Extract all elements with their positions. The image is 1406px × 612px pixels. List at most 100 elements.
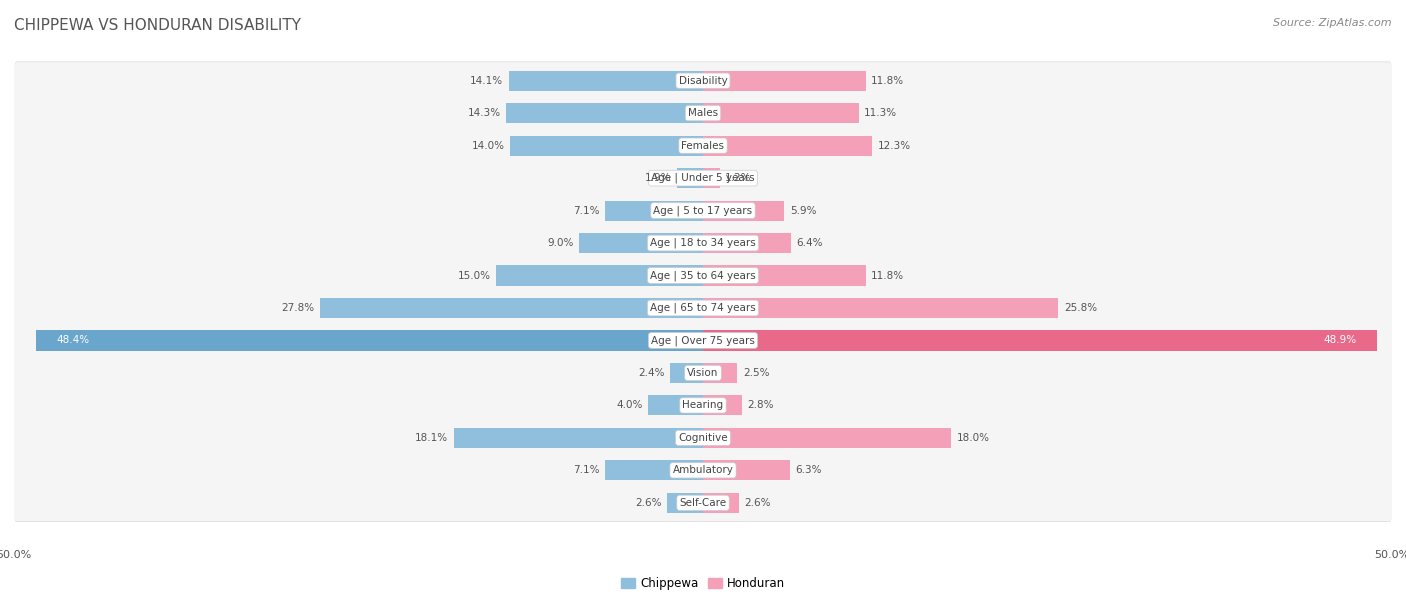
- Text: Hearing: Hearing: [682, 400, 724, 411]
- Bar: [454, 428, 703, 448]
- Bar: [37, 330, 703, 351]
- Bar: [703, 298, 1059, 318]
- Bar: [509, 70, 703, 91]
- Bar: [703, 103, 859, 123]
- Text: 2.5%: 2.5%: [742, 368, 769, 378]
- Text: Source: ZipAtlas.com: Source: ZipAtlas.com: [1274, 18, 1392, 28]
- FancyBboxPatch shape: [14, 62, 1392, 100]
- FancyBboxPatch shape: [14, 387, 1392, 424]
- Text: 5.9%: 5.9%: [790, 206, 817, 215]
- Text: 1.2%: 1.2%: [725, 173, 752, 183]
- FancyBboxPatch shape: [14, 62, 1392, 99]
- Text: 7.1%: 7.1%: [574, 465, 599, 476]
- Bar: [703, 233, 792, 253]
- FancyBboxPatch shape: [14, 483, 1392, 522]
- FancyBboxPatch shape: [14, 225, 1392, 261]
- FancyBboxPatch shape: [14, 452, 1392, 489]
- Text: 1.9%: 1.9%: [645, 173, 671, 183]
- FancyBboxPatch shape: [14, 159, 1392, 197]
- Bar: [703, 460, 790, 480]
- FancyBboxPatch shape: [14, 322, 1392, 359]
- Bar: [605, 201, 703, 221]
- FancyBboxPatch shape: [14, 192, 1392, 230]
- Text: Age | 5 to 17 years: Age | 5 to 17 years: [654, 206, 752, 216]
- Bar: [703, 395, 741, 416]
- Bar: [703, 266, 866, 286]
- FancyBboxPatch shape: [14, 224, 1392, 262]
- FancyBboxPatch shape: [14, 127, 1392, 165]
- FancyBboxPatch shape: [14, 354, 1392, 392]
- FancyBboxPatch shape: [14, 419, 1392, 457]
- Text: 14.1%: 14.1%: [470, 76, 503, 86]
- FancyBboxPatch shape: [14, 419, 1392, 457]
- Text: 7.1%: 7.1%: [574, 206, 599, 215]
- Bar: [321, 298, 703, 318]
- FancyBboxPatch shape: [14, 192, 1392, 229]
- Text: Females: Females: [682, 141, 724, 151]
- FancyBboxPatch shape: [14, 354, 1392, 392]
- FancyBboxPatch shape: [14, 256, 1392, 295]
- Text: 15.0%: 15.0%: [458, 271, 491, 280]
- Bar: [676, 168, 703, 188]
- FancyBboxPatch shape: [14, 289, 1392, 327]
- Text: 6.3%: 6.3%: [796, 465, 823, 476]
- Bar: [703, 168, 720, 188]
- Text: Age | 65 to 74 years: Age | 65 to 74 years: [650, 303, 756, 313]
- Bar: [579, 233, 703, 253]
- Bar: [703, 363, 738, 383]
- Text: Males: Males: [688, 108, 718, 118]
- Text: 25.8%: 25.8%: [1064, 303, 1097, 313]
- Bar: [669, 363, 703, 383]
- Text: Age | Under 5 years: Age | Under 5 years: [651, 173, 755, 184]
- Bar: [668, 493, 703, 513]
- FancyBboxPatch shape: [14, 127, 1392, 164]
- Text: Ambulatory: Ambulatory: [672, 465, 734, 476]
- Text: 2.6%: 2.6%: [636, 498, 662, 508]
- Text: Age | 35 to 64 years: Age | 35 to 64 years: [650, 271, 756, 281]
- FancyBboxPatch shape: [14, 451, 1392, 490]
- Bar: [703, 428, 950, 448]
- Bar: [703, 201, 785, 221]
- Text: Age | Over 75 years: Age | Over 75 years: [651, 335, 755, 346]
- Text: 2.4%: 2.4%: [638, 368, 665, 378]
- Text: Vision: Vision: [688, 368, 718, 378]
- FancyBboxPatch shape: [14, 386, 1392, 425]
- Text: 4.0%: 4.0%: [616, 400, 643, 411]
- Text: 12.3%: 12.3%: [877, 141, 911, 151]
- FancyBboxPatch shape: [14, 484, 1392, 521]
- Text: Age | 18 to 34 years: Age | 18 to 34 years: [650, 238, 756, 248]
- Text: Self-Care: Self-Care: [679, 498, 727, 508]
- Text: 27.8%: 27.8%: [281, 303, 315, 313]
- Text: 11.8%: 11.8%: [872, 271, 904, 280]
- Text: 18.1%: 18.1%: [415, 433, 449, 443]
- Text: 14.3%: 14.3%: [467, 108, 501, 118]
- Text: 11.3%: 11.3%: [865, 108, 897, 118]
- Bar: [506, 103, 703, 123]
- FancyBboxPatch shape: [14, 257, 1392, 294]
- Text: 48.9%: 48.9%: [1323, 335, 1357, 345]
- FancyBboxPatch shape: [14, 95, 1392, 132]
- FancyBboxPatch shape: [14, 94, 1392, 132]
- FancyBboxPatch shape: [14, 321, 1392, 360]
- Bar: [703, 70, 866, 91]
- Text: 11.8%: 11.8%: [872, 76, 904, 86]
- Bar: [605, 460, 703, 480]
- Bar: [510, 136, 703, 155]
- Text: CHIPPEWA VS HONDURAN DISABILITY: CHIPPEWA VS HONDURAN DISABILITY: [14, 18, 301, 34]
- Text: 18.0%: 18.0%: [956, 433, 990, 443]
- Text: 48.4%: 48.4%: [56, 335, 90, 345]
- Bar: [703, 493, 738, 513]
- Text: Cognitive: Cognitive: [678, 433, 728, 443]
- Bar: [703, 330, 1376, 351]
- Text: 2.8%: 2.8%: [747, 400, 773, 411]
- Text: 6.4%: 6.4%: [797, 238, 823, 248]
- Bar: [648, 395, 703, 416]
- Bar: [496, 266, 703, 286]
- Text: 14.0%: 14.0%: [471, 141, 505, 151]
- Text: Disability: Disability: [679, 76, 727, 86]
- Legend: Chippewa, Honduran: Chippewa, Honduran: [616, 572, 790, 595]
- Text: 9.0%: 9.0%: [547, 238, 574, 248]
- FancyBboxPatch shape: [14, 160, 1392, 196]
- FancyBboxPatch shape: [14, 289, 1392, 327]
- Text: 2.6%: 2.6%: [744, 498, 770, 508]
